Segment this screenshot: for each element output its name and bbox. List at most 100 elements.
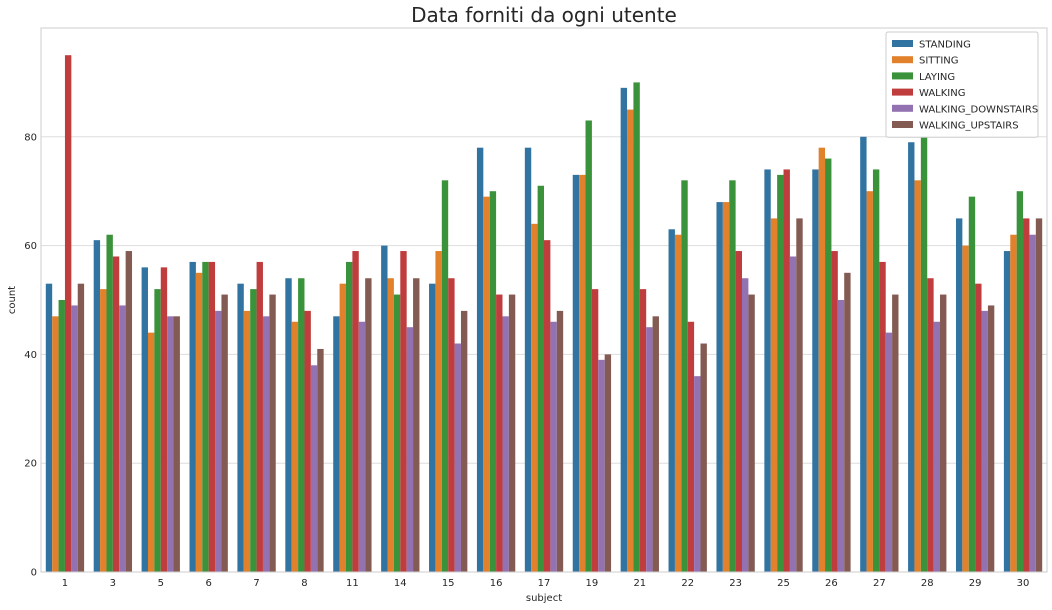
bar-walking-11 xyxy=(352,251,359,573)
bar-standing-1 xyxy=(45,283,53,572)
x-tick-label: 5 xyxy=(158,578,164,589)
bar-walking-upstairs-28 xyxy=(940,294,947,572)
x-tick-label: 23 xyxy=(729,578,742,589)
bar-walking-29 xyxy=(975,283,982,572)
bar-walking-downstairs-26 xyxy=(837,300,845,572)
bar-walking-downstairs-22 xyxy=(694,376,701,572)
bar-walking-22 xyxy=(687,321,695,572)
legend-label: WALKING_UPSTAIRS xyxy=(919,121,1019,132)
legend-label: LAYING xyxy=(919,72,955,83)
legend: STANDING SITTING LAYING WALKING WALKING_DOWN… xyxy=(885,31,1039,138)
bar-walking-downstairs-16 xyxy=(502,316,509,572)
y-tick-label: 20 xyxy=(24,459,37,470)
legend-swatch xyxy=(892,40,913,47)
bar-walking-upstairs-14 xyxy=(413,278,420,572)
bar-walking-upstairs-21 xyxy=(652,316,659,572)
bar-laying-15 xyxy=(441,180,449,572)
bar-laying-5 xyxy=(154,289,161,572)
bar-laying-11 xyxy=(345,261,353,572)
bar-sitting-7 xyxy=(243,310,251,572)
bar-laying-17 xyxy=(537,185,544,572)
legend-label: STANDING xyxy=(919,40,971,51)
x-tick-label: 19 xyxy=(586,578,599,589)
bar-laying-8 xyxy=(298,278,305,572)
bar-laying-23 xyxy=(729,180,736,572)
x-tick-label: 27 xyxy=(873,578,886,589)
bar-laying-27 xyxy=(872,169,880,572)
x-tick-label: 15 xyxy=(442,578,455,589)
bar-walking-1 xyxy=(64,55,72,572)
bar-sitting-19 xyxy=(579,174,586,572)
x-tick-label: 3 xyxy=(110,578,116,589)
bar-laying-30 xyxy=(1016,191,1024,572)
x-tick-label: 7 xyxy=(253,578,259,589)
bar-walking-5 xyxy=(160,267,168,572)
bar-walking-7 xyxy=(256,261,263,572)
chart-title: Data forniti da ogni utente xyxy=(411,3,677,27)
bar-laying-16 xyxy=(489,191,497,572)
bar-walking-upstairs-26 xyxy=(844,272,851,572)
bar-walking-downstairs-1 xyxy=(71,305,78,572)
bar-walking-downstairs-7 xyxy=(262,316,270,572)
bar-standing-14 xyxy=(381,245,388,572)
bar-standing-17 xyxy=(524,147,532,572)
bar-walking-14 xyxy=(400,251,407,573)
bar-walking-23 xyxy=(735,251,743,573)
bar-laying-25 xyxy=(777,174,784,572)
bar-walking-upstairs-11 xyxy=(365,278,372,572)
bar-walking-downstairs-14 xyxy=(406,327,414,572)
bar-sitting-15 xyxy=(435,251,442,573)
bars xyxy=(45,55,1043,573)
bar-walking-downstairs-25 xyxy=(789,256,797,572)
bar-sitting-30 xyxy=(1010,234,1017,572)
x-tick-label: 22 xyxy=(681,578,694,589)
bar-walking-25 xyxy=(783,169,790,572)
bar-walking-upstairs-27 xyxy=(892,294,899,572)
bar-standing-11 xyxy=(333,316,340,572)
bar-sitting-28 xyxy=(914,180,921,572)
bar-standing-16 xyxy=(476,147,484,572)
bar-standing-21 xyxy=(620,87,628,572)
x-tick-label: 14 xyxy=(394,578,407,589)
bar-standing-27 xyxy=(860,136,867,573)
bar-walking-downstairs-5 xyxy=(167,316,174,572)
bar-sitting-17 xyxy=(531,223,538,572)
bar-walking-upstairs-22 xyxy=(700,343,707,572)
bar-walking-19 xyxy=(591,289,599,572)
bar-laying-14 xyxy=(393,294,401,572)
bar-sitting-29 xyxy=(962,245,969,572)
bar-standing-25 xyxy=(764,169,771,572)
x-tick-label: 30 xyxy=(1017,578,1030,589)
bar-standing-15 xyxy=(429,283,436,572)
y-axis-label: count xyxy=(7,286,18,314)
bar-standing-28 xyxy=(908,142,915,573)
legend-swatch xyxy=(892,56,913,64)
x-tick-label: 11 xyxy=(346,578,359,589)
x-tick-label: 1 xyxy=(62,578,68,589)
legend-label: WALKING_DOWNSTAIRS xyxy=(919,104,1038,115)
x-tick-label: 21 xyxy=(633,578,646,589)
bar-sitting-26 xyxy=(818,147,826,572)
x-axis-ticks: 1 3 5 6 7 8 11 14 15 16 17 19 21 22 23 25 26 27 28 29 30 xyxy=(62,578,1030,589)
bar-sitting-6 xyxy=(195,272,203,572)
bar-laying-29 xyxy=(968,196,976,572)
bar-laying-6 xyxy=(202,261,209,572)
bar-standing-23 xyxy=(716,202,723,572)
bar-laying-3 xyxy=(106,234,113,572)
bar-laying-1 xyxy=(58,300,65,572)
bar-sitting-14 xyxy=(387,278,394,572)
y-tick-label: 40 xyxy=(24,350,37,361)
bar-standing-26 xyxy=(812,169,819,572)
bar-walking-upstairs-5 xyxy=(173,316,180,572)
bar-walking-downstairs-6 xyxy=(215,310,222,572)
bar-walking-15 xyxy=(448,278,455,572)
bar-walking-8 xyxy=(304,310,311,572)
bar-walking-upstairs-3 xyxy=(125,251,133,573)
bar-laying-22 xyxy=(681,180,688,572)
bar-standing-7 xyxy=(237,283,244,572)
bar-sitting-11 xyxy=(339,283,346,572)
x-tick-label: 25 xyxy=(777,578,790,589)
bar-sitting-21 xyxy=(627,109,634,572)
